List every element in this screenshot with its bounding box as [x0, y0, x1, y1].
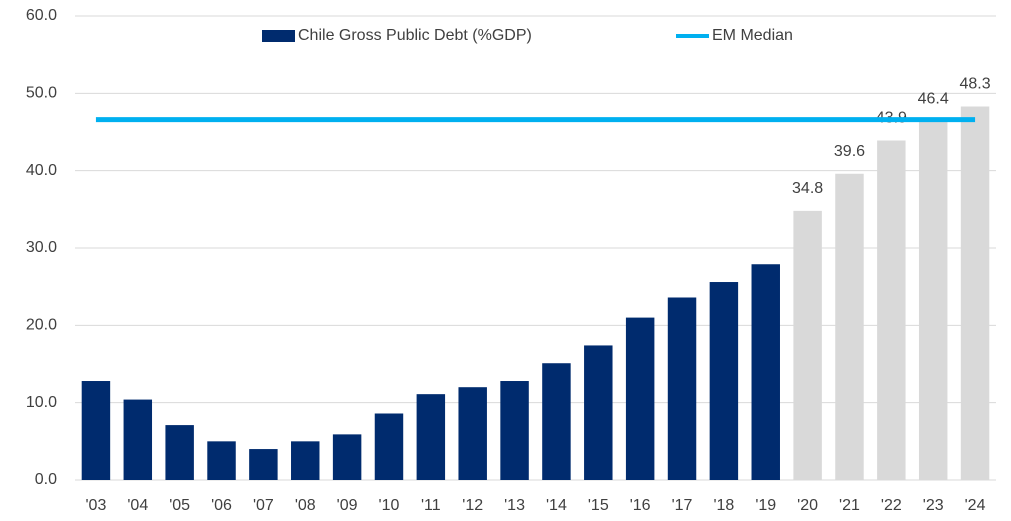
x-tick-label: '15 — [588, 497, 609, 514]
x-tick-label: '19 — [755, 497, 776, 514]
bar — [249, 449, 278, 480]
y-tick-label: 60.0 — [26, 7, 57, 24]
bar — [542, 363, 571, 480]
bar — [81, 381, 111, 480]
bar — [960, 106, 990, 480]
data-label: 39.6 — [834, 143, 865, 160]
bar — [416, 394, 446, 480]
x-tick-label: '18 — [713, 497, 734, 514]
x-tick-label: '22 — [881, 497, 902, 514]
x-tick-label: '03 — [86, 497, 107, 514]
bar — [625, 317, 655, 480]
bar — [584, 345, 613, 480]
x-tick-label: '10 — [379, 497, 400, 514]
x-tick-label: '14 — [546, 497, 567, 514]
y-tick-label: 50.0 — [26, 85, 57, 102]
x-tick-label: '23 — [923, 497, 944, 514]
legend-label: Chile Gross Public Debt (%GDP) — [298, 27, 532, 44]
bar — [458, 387, 487, 480]
bar — [291, 441, 320, 480]
y-tick-label: 0.0 — [35, 471, 57, 488]
x-tick-label: '09 — [337, 497, 358, 514]
bar — [877, 140, 906, 481]
x-tick-label: '11 — [421, 497, 441, 514]
bar — [918, 121, 948, 480]
data-label: 46.4 — [918, 90, 949, 107]
legend-swatch — [262, 30, 295, 42]
x-tick-label: '13 — [504, 497, 525, 514]
x-tick-label: '12 — [462, 497, 483, 514]
x-tick-label: '05 — [169, 497, 190, 514]
x-tick-label: '24 — [965, 497, 986, 514]
x-tick-label: '21 — [839, 497, 860, 514]
x-tick-label: '16 — [630, 497, 651, 514]
x-tick-label: '04 — [127, 497, 148, 514]
bar — [793, 210, 822, 480]
y-tick-label: 20.0 — [26, 317, 57, 334]
bar — [374, 413, 404, 480]
bar — [835, 173, 864, 480]
bar — [709, 282, 739, 480]
bar — [332, 434, 362, 480]
data-label: 34.8 — [792, 180, 823, 197]
bar — [165, 425, 194, 480]
x-tick-label: '07 — [253, 497, 274, 514]
legend-label: EM Median — [712, 27, 793, 44]
y-tick-label: 40.0 — [26, 162, 57, 179]
x-tick-label: '08 — [295, 497, 316, 514]
bar — [667, 297, 697, 480]
x-tick-label: '17 — [672, 497, 693, 514]
y-tick-label: 10.0 — [26, 394, 57, 411]
data-label: 48.3 — [959, 76, 990, 93]
bar — [123, 399, 153, 480]
bar — [751, 264, 780, 480]
y-tick-label: 30.0 — [26, 239, 57, 256]
x-tick-label: '06 — [211, 497, 232, 514]
bar — [207, 441, 236, 480]
x-tick-label: '20 — [797, 497, 818, 514]
bar — [500, 381, 529, 480]
